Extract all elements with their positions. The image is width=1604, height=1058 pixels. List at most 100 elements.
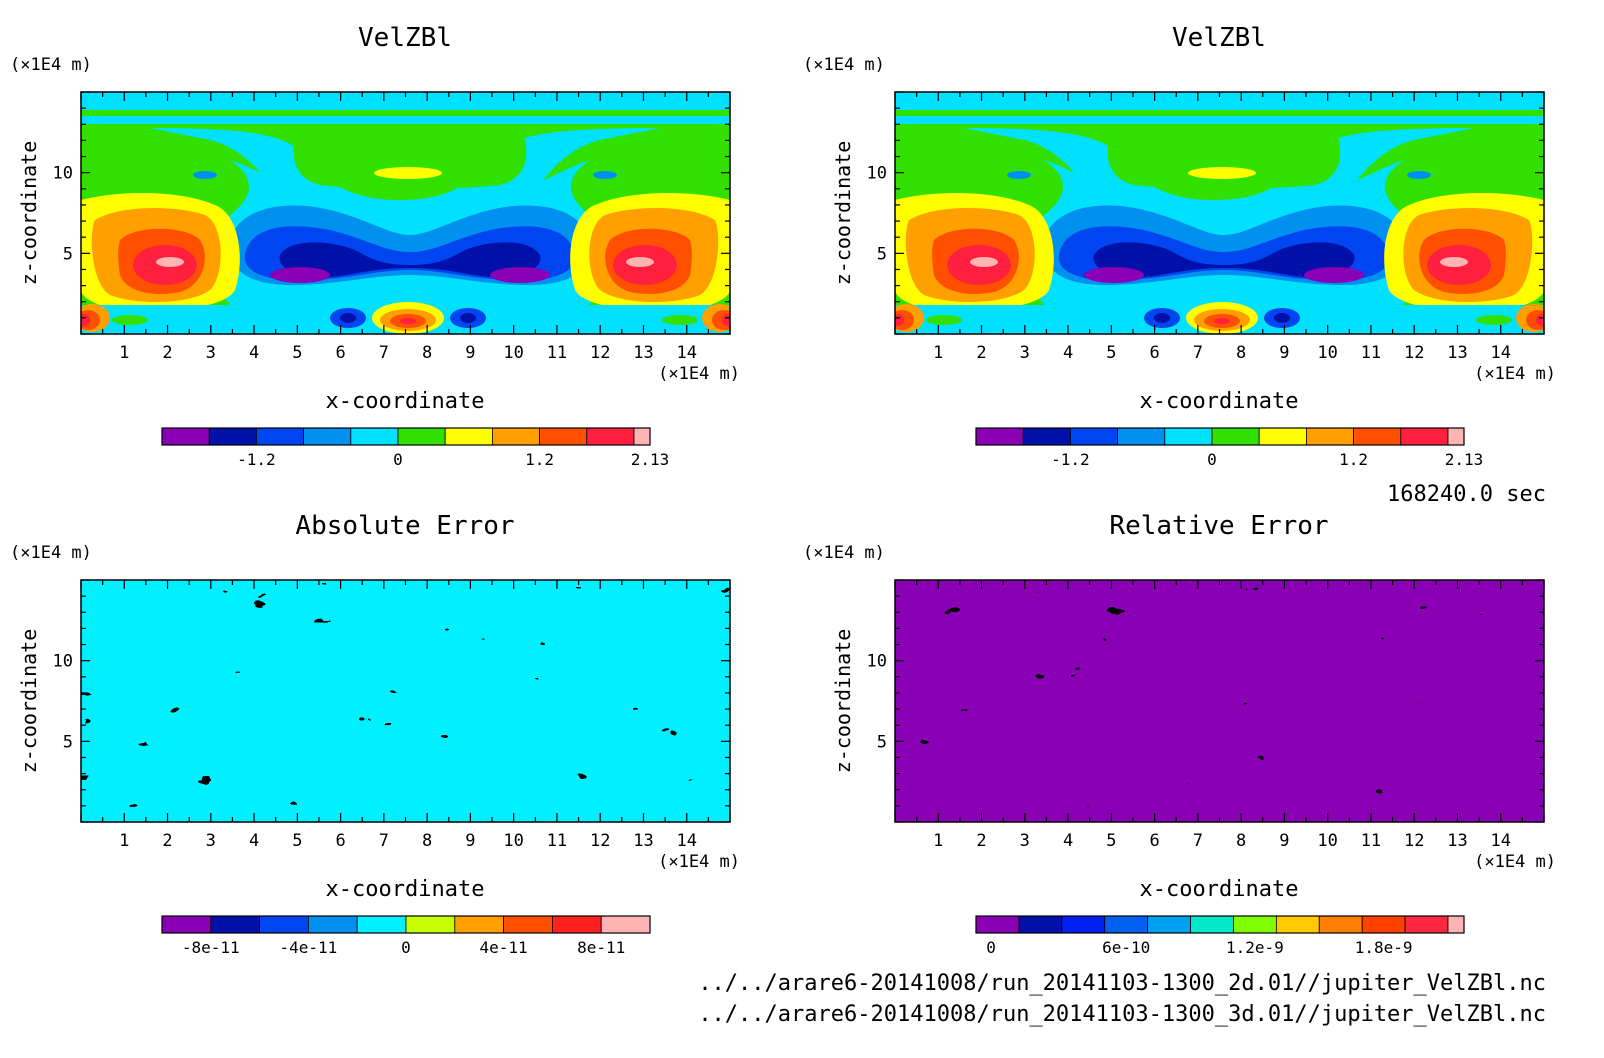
x-tick-label: 2: [976, 831, 986, 851]
colorbar-swatch: [1022, 427, 1071, 446]
y-unit-label: (×1E4 m): [10, 543, 92, 563]
x-tick-label: 3: [1020, 831, 1030, 851]
x-axis-label: x-coordinate: [1140, 877, 1299, 902]
colorbar-swatch: [1447, 427, 1465, 446]
y-tick-label: 5: [63, 732, 73, 752]
x-tick-label: 14: [1490, 831, 1510, 851]
colorbar-frame: [161, 915, 651, 934]
time-label: 168240.0 sec: [1387, 482, 1546, 507]
x-tick-label: 3: [1020, 343, 1030, 363]
colorbar-tick-label: 1.2: [1339, 450, 1368, 469]
colorbar: -1.2 0 1.2 2.13: [975, 427, 1484, 469]
y-unit-label: (×1E4 m): [803, 543, 885, 563]
x-tick-label: 7: [379, 831, 389, 851]
colorbar-swatch: [161, 427, 210, 446]
y-tick-label: 10: [53, 652, 73, 672]
x-tick-label: 10: [1317, 831, 1337, 851]
x-tick-label: 7: [1193, 343, 1203, 363]
colorbar-tick-label: 2.13: [1445, 450, 1484, 469]
colorbar-tick-label: 1.8e-9: [1355, 938, 1413, 957]
x-tick-label: 6: [1149, 831, 1159, 851]
colorbar-swatch: [1061, 915, 1106, 934]
y-tick-label: 10: [867, 164, 887, 184]
colorbar-tick-label: 8e-11: [577, 938, 625, 957]
x-tick-label: 11: [547, 343, 567, 363]
x-axis-label: x-coordinate: [326, 877, 485, 902]
colorbar-tick-label: 0: [986, 938, 996, 957]
y-axis-label: z-coordinate: [831, 629, 855, 774]
colorbar-swatch: [1404, 915, 1449, 934]
x-tick-label: 11: [1361, 831, 1381, 851]
colorbar-swatch: [444, 427, 493, 446]
file-path-3d: ../../arare6-20141008/run_20141103-1300_…: [698, 1002, 1546, 1027]
colorbar-tick-label: 2.13: [631, 450, 670, 469]
colorbar-swatch: [454, 915, 504, 934]
colorbar-swatch: [208, 427, 257, 446]
panel-title: Relative Error: [1109, 511, 1328, 541]
x-tick-label: 8: [1236, 343, 1246, 363]
x-tick-label: 9: [1279, 831, 1289, 851]
y-tick-label: 5: [877, 732, 887, 752]
colorbar-swatch: [397, 427, 446, 446]
y-axis-label: z-coordinate: [831, 141, 855, 286]
colorbar-swatch: [552, 915, 602, 934]
colorbar-swatch: [539, 427, 588, 446]
y-tick-label: 10: [867, 652, 887, 672]
colorbar-swatch: [210, 915, 261, 934]
x-unit-label: (×1E4 m): [658, 364, 740, 384]
x-tick-label: 10: [503, 343, 523, 363]
x-unit-label: (×1E4 m): [1474, 364, 1556, 384]
x-tick-label: 2: [162, 343, 172, 363]
x-tick-label: 1: [119, 343, 129, 363]
heatmap-field: [81, 580, 730, 822]
y-unit-label: (×1E4 m): [803, 55, 885, 75]
colorbar-swatch: [1361, 915, 1406, 934]
colorbar-tick-label: 0: [401, 938, 411, 957]
x-tick-label: 13: [633, 831, 653, 851]
x-tick-label: 8: [422, 831, 432, 851]
y-tick-label: 5: [877, 244, 887, 264]
x-tick-label: 10: [503, 831, 523, 851]
panel-absolute-error: Absolute Error (×1E4 m) 1 2 3 4 5 6 7 8 9 10 11 12 1…: [10, 511, 740, 957]
x-tick-label: 5: [292, 831, 302, 851]
colorbar: -1.2 0 1.2 2.13: [161, 427, 670, 469]
x-unit-label: (×1E4 m): [658, 852, 740, 872]
y-axis-label: z-coordinate: [17, 141, 41, 286]
colorbar-swatch: [600, 915, 651, 934]
colorbar-swatch: [356, 915, 407, 934]
x-tick-label: 12: [590, 343, 610, 363]
colorbar-tick-label: 1.2e-9: [1226, 938, 1284, 957]
colorbar-tick-label: 6e-10: [1102, 938, 1150, 957]
x-tick-label: 4: [1063, 831, 1073, 851]
x-tick-label: 9: [1279, 343, 1289, 363]
heatmap-field: [895, 92, 1544, 334]
colorbar-tick-label: -1.2: [237, 450, 276, 469]
x-tick-label: 13: [1447, 831, 1467, 851]
colorbar-swatch: [1258, 427, 1307, 446]
colorbar-swatch: [259, 915, 309, 934]
x-tick-label: 9: [465, 343, 475, 363]
panel-title: VelZBl: [1172, 23, 1266, 53]
x-tick-label: 14: [676, 343, 696, 363]
colorbar-frame: [975, 427, 1465, 446]
colorbar: 0 6e-10 1.2e-9 1.8e-9: [975, 915, 1465, 957]
x-tick-label: 14: [676, 831, 696, 851]
panel-relative-error: Relative Error (×1E4 m) 1 2 3 4 5 6 7 8 9 10 11 12 1…: [803, 511, 1556, 957]
colorbar-swatch: [633, 427, 651, 446]
colorbar-swatch: [975, 427, 1024, 446]
colorbar-swatch: [1164, 427, 1213, 446]
x-tick-label: 4: [249, 343, 259, 363]
colorbar-swatch: [405, 915, 456, 934]
colorbar-tick-label: -8e-11: [182, 938, 240, 957]
x-tick-label: 12: [1404, 831, 1424, 851]
x-tick-label: 13: [1447, 343, 1467, 363]
x-tick-label: 6: [335, 831, 345, 851]
colorbar-swatch: [1117, 427, 1166, 446]
colorbar-swatch: [1306, 427, 1355, 446]
x-tick-label: 3: [206, 831, 216, 851]
x-axis-label: x-coordinate: [1140, 389, 1299, 414]
